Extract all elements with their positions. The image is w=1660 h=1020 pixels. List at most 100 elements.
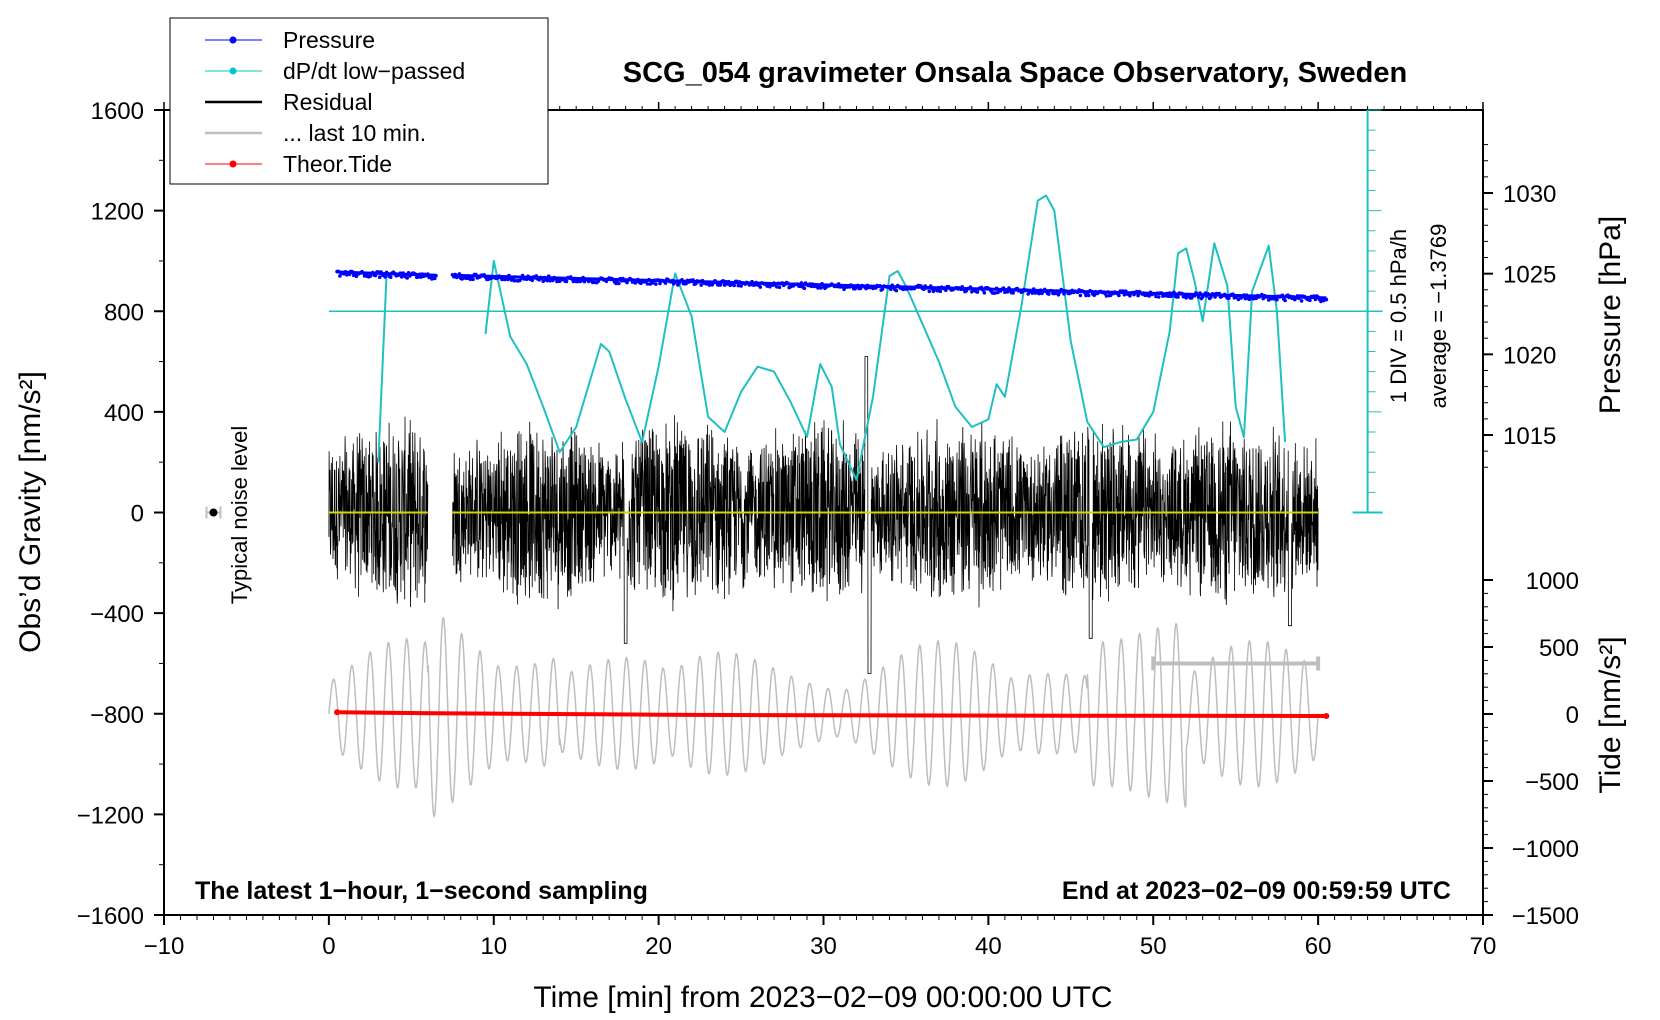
pressure-point: [1037, 291, 1041, 296]
pressure-point: [432, 276, 437, 281]
pressure-point: [505, 277, 510, 282]
pressure-point: [1156, 295, 1161, 299]
x-tick-label: 0: [322, 933, 335, 960]
pressure-series: [335, 269, 1329, 304]
tide-tick-label: 1000: [1526, 568, 1579, 595]
pressure-point: [699, 283, 703, 287]
pressure-point: [1086, 293, 1091, 298]
pressure-point: [993, 291, 997, 295]
pressure-point: [732, 283, 736, 288]
legend-label: Theor.Tide: [283, 151, 392, 177]
pressure-point: [777, 285, 782, 290]
pressure-point: [614, 281, 618, 286]
y-axis-ticks: 1600 1200 800 400 0 −400 −800 −1200 −1600: [77, 98, 164, 930]
legend-label: Residual: [283, 89, 373, 115]
x-tick-label: 40: [975, 933, 1002, 960]
pressure-point: [802, 286, 807, 291]
y-axis-title-left: Obs’d Gravity [nm/s²]: [14, 371, 47, 653]
pressure-point: [654, 282, 658, 286]
x-tick-label: 50: [1140, 933, 1167, 960]
pressure-point: [1117, 293, 1121, 298]
pressure-point: [564, 279, 569, 284]
pressure-point: [935, 288, 940, 293]
pressure-point: [1243, 296, 1248, 301]
x-tick-label: −10: [144, 933, 185, 960]
pressure-point: [571, 279, 576, 284]
pressure-point: [383, 275, 388, 279]
y-axis-title-pressure: Pressure [hPa]: [1594, 216, 1627, 414]
pressure-tick-label: 1015: [1503, 423, 1556, 450]
dpdt-average-label: average = −1.3769: [1426, 224, 1451, 409]
residual-series: [328, 356, 1319, 674]
pressure-point: [758, 285, 763, 289]
pressure-point: [1078, 293, 1083, 298]
footer-right: End at 2023−02−09 00:59:59 UTC: [1062, 877, 1451, 905]
pressure-line: [452, 273, 1327, 300]
pressure-point: [1189, 296, 1194, 300]
pressure-point: [775, 285, 779, 289]
pressure-point: [1104, 294, 1109, 298]
pressure-point: [975, 290, 980, 294]
pressure-point: [938, 289, 943, 294]
tide-tick-label: −1500: [1512, 903, 1579, 930]
legend-label: ... last 10 min.: [283, 120, 426, 146]
pressure-point: [1176, 295, 1180, 299]
pressure-point: [651, 281, 655, 285]
pressure-point: [1227, 296, 1231, 300]
pressure-point: [1308, 298, 1312, 303]
pressure-point: [388, 275, 393, 280]
y-tick-label: 400: [104, 400, 144, 427]
y-tick-label: 1200: [91, 199, 144, 226]
pressure-point: [880, 287, 885, 291]
footer-left: The latest 1−hour, 1−second sampling: [195, 877, 648, 905]
legend: Pressure dP/dt low−passed Residual ... last…: [169, 17, 549, 185]
y-axis-title-tide: Tide [nm/s²]: [1594, 636, 1627, 793]
tide-tick-label: 500: [1539, 635, 1579, 662]
pressure-point: [819, 286, 823, 290]
pressure-point: [1108, 293, 1113, 298]
y-tick-label: 800: [104, 299, 144, 326]
y-tick-label: −800: [90, 702, 144, 729]
pressure-point: [927, 289, 932, 294]
pressure-point: [718, 283, 723, 287]
x-tick-label: 70: [1470, 933, 1497, 960]
pressure-axis-ticks: 1030 1025 1020 1015: [1483, 144, 1556, 468]
pressure-point: [541, 279, 545, 284]
legend-swatch-dot: [229, 67, 237, 75]
pressure-tick-label: 1020: [1503, 342, 1556, 369]
pressure-point: [471, 277, 475, 282]
pressure-point: [842, 287, 846, 292]
noise-label: Typical noise level: [227, 426, 252, 605]
tide-tick-label: 0: [1566, 702, 1579, 729]
tide-line: [337, 710, 1327, 718]
y-tick-label: −400: [90, 601, 144, 628]
pressure-point: [1196, 295, 1201, 299]
x-tick-label: 30: [810, 933, 837, 960]
pressure-point: [1062, 292, 1066, 296]
pressure-point: [722, 283, 727, 287]
dpdt-line: [377, 194, 1287, 481]
pressure-point: [1299, 299, 1304, 303]
pressure-point: [864, 286, 868, 291]
pressure-point: [377, 275, 382, 280]
pressure-point: [545, 278, 550, 283]
pressure-point: [555, 279, 559, 284]
tide-axis-ticks: 1000 500 0 −500 −1000 −1500: [1483, 568, 1579, 930]
tide-point: [334, 709, 341, 716]
dpdt-series: [377, 194, 1287, 481]
x-tick-label: 10: [480, 933, 507, 960]
pressure-point: [1154, 294, 1158, 299]
pressure-point: [768, 284, 772, 289]
y-tick-label: 0: [131, 501, 144, 528]
legend-label: Pressure: [283, 27, 375, 53]
y-tick-label: 1600: [91, 98, 144, 125]
pressure-point: [1047, 292, 1051, 296]
pressure-point: [617, 281, 621, 286]
y-tick-label: −1200: [77, 802, 144, 829]
tide-tick-label: −1000: [1512, 836, 1579, 863]
pressure-point: [1147, 294, 1151, 298]
x-tick-label: 20: [645, 933, 672, 960]
pressure-point: [736, 283, 741, 288]
pressure-tick-label: 1030: [1503, 181, 1556, 208]
